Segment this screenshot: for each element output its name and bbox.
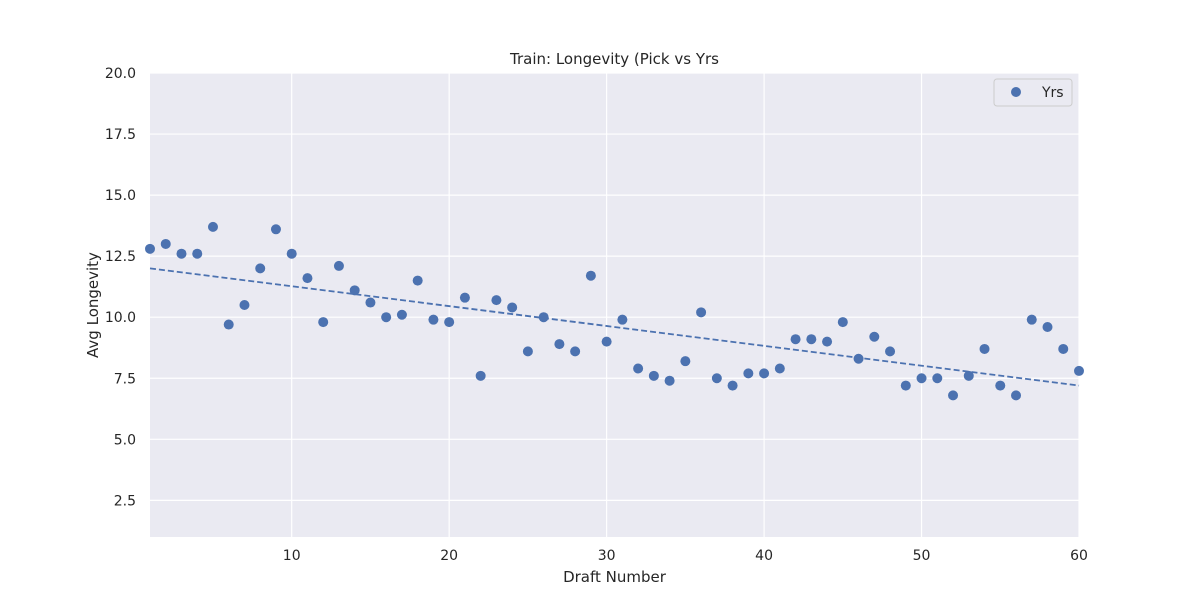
legend: Yrs	[993, 78, 1073, 107]
legend-box	[993, 78, 1073, 107]
y-tick-label: 2.5	[114, 493, 136, 509]
data-point	[145, 243, 155, 254]
y-tick-label: 10.0	[105, 310, 136, 326]
data-point	[333, 260, 344, 271]
data-point	[617, 314, 628, 325]
y-axis-title: Avg Longevity	[84, 252, 102, 358]
data-point	[664, 375, 675, 386]
data-point	[570, 346, 581, 357]
data-point	[585, 270, 596, 281]
y-tick-label: 7.5	[114, 371, 136, 387]
data-point	[916, 373, 927, 384]
data-point	[711, 373, 722, 384]
data-point	[885, 346, 896, 357]
data-point	[302, 273, 313, 284]
data-points	[145, 221, 1084, 401]
data-point	[459, 292, 470, 303]
data-point	[176, 248, 187, 259]
x-tick-label: 30	[598, 548, 616, 564]
data-point	[538, 312, 549, 323]
data-point	[522, 346, 533, 357]
data-point	[759, 368, 770, 379]
data-point	[444, 317, 455, 328]
data-point	[806, 334, 817, 345]
x-tick-label: 60	[1070, 548, 1088, 564]
data-point	[1058, 343, 1069, 354]
data-point	[207, 221, 218, 232]
data-point	[869, 331, 880, 342]
data-point	[428, 314, 439, 325]
y-tick-label: 12.5	[105, 249, 136, 265]
data-point	[286, 248, 297, 259]
data-point	[948, 390, 959, 401]
data-point	[381, 312, 392, 323]
data-point	[900, 380, 911, 391]
trend-line-group	[149, 267, 1080, 387]
data-point	[160, 238, 171, 249]
grid-lines	[150, 72, 1080, 537]
data-point	[349, 285, 360, 296]
data-point	[365, 297, 376, 308]
data-point	[270, 224, 281, 235]
data-point	[1042, 321, 1053, 332]
data-point	[633, 363, 644, 374]
data-point	[932, 373, 943, 384]
data-point	[696, 307, 707, 318]
data-point	[491, 295, 502, 306]
legend-label: Yrs	[1041, 85, 1064, 101]
legend-marker-icon	[1011, 87, 1021, 97]
data-point	[648, 370, 659, 381]
data-point	[774, 363, 785, 374]
data-point	[192, 248, 203, 259]
data-point	[790, 334, 801, 345]
x-tick-label: 10	[283, 548, 301, 564]
data-point	[255, 263, 266, 274]
x-tick-label: 40	[755, 548, 773, 564]
data-point	[507, 302, 518, 313]
x-tick-label: 50	[913, 548, 931, 564]
data-point	[239, 300, 250, 310]
data-point	[554, 339, 565, 350]
data-point	[822, 336, 833, 347]
x-tick-label: 20	[440, 548, 458, 564]
data-point	[743, 368, 754, 379]
x-tick-labels: 10 20 30 40 50 60	[283, 548, 1088, 564]
trend-line	[149, 267, 1080, 387]
data-point	[1011, 390, 1022, 401]
data-point	[680, 356, 691, 367]
data-point	[318, 317, 329, 328]
y-tick-label: 5.0	[114, 432, 136, 448]
data-point	[223, 319, 234, 330]
y-tick-label: 17.5	[105, 127, 136, 143]
data-point	[412, 275, 423, 286]
data-point	[837, 317, 848, 328]
data-point	[963, 370, 974, 381]
data-point	[601, 336, 612, 347]
chart-title: Train: Longevity (Pick vs Yrs	[509, 50, 719, 68]
data-point	[475, 370, 486, 381]
x-axis-title: Draft Number	[563, 568, 667, 586]
data-point	[727, 380, 738, 391]
y-tick-label: 15.0	[105, 188, 136, 204]
y-tick-labels: 2.5 5.0 7.5 10.0 12.5 15.0 17.5 20.0	[105, 66, 136, 509]
y-tick-label: 20.0	[105, 66, 136, 82]
data-point	[853, 353, 864, 364]
data-point	[396, 309, 407, 320]
data-point	[1026, 314, 1037, 325]
data-point	[995, 380, 1006, 391]
data-point	[979, 343, 990, 354]
plot-background	[150, 73, 1079, 537]
data-point	[1074, 365, 1084, 376]
